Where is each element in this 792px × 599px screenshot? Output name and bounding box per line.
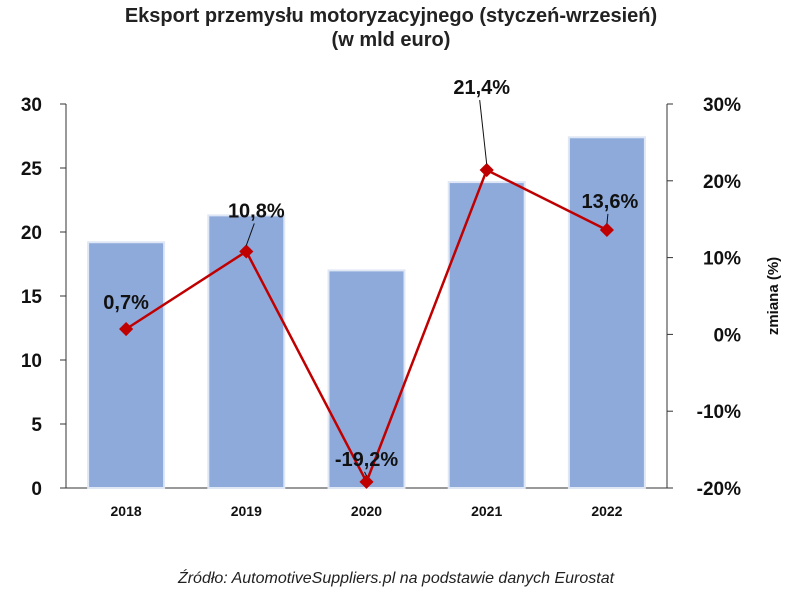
data-label-leader [479,99,488,165]
chart-subtitle: (w mld euro) [331,29,451,51]
data-label-leader [606,213,609,225]
y-left-tick-label: 20 [21,223,42,244]
y-left-tick-label: 10 [21,351,42,372]
bar-2022 [567,136,646,489]
bar-2020 [327,269,406,489]
x-tick-label: 2020 [351,503,382,519]
y-right-tick-label: 20% [703,172,741,193]
data-label-2018: 0,7% [103,292,149,314]
y-left-tick-label: 0 [31,479,42,500]
bar-2018 [87,241,166,489]
x-tick-label: 2018 [111,503,142,519]
source-note: Źródło: AutomotiveSuppliers.pl na podsta… [177,570,615,587]
y-right-tick-label: 0% [714,325,742,346]
x-tick-label: 2021 [471,503,502,519]
y-left-tick-label: 5 [31,415,42,436]
data-label-2020: -19,2% [335,449,399,471]
data-label-2019: 10,8% [228,200,285,222]
x-tick-label: 2019 [231,503,262,519]
bar-2019 [207,214,286,490]
bar-2021 [447,181,526,490]
data-label-2022: 13,6% [582,191,639,213]
change-marker-2022 [599,222,614,238]
y-left-tick-label: 25 [21,159,43,180]
y-right-axis-title: zmiana (%) [765,257,782,335]
data-label-leader [245,223,255,246]
change-marker-2018 [119,321,134,337]
x-tick-label: 2022 [591,503,622,519]
y-left-tick-label: 15 [21,287,43,308]
y-right-tick-label: 30% [703,95,741,116]
y-right-tick-label: -20% [697,479,741,500]
chart-title: Eksport przemysłu motoryzacyjnego (stycz… [124,5,658,27]
y-left-tick-label: 30 [21,95,42,116]
change-marker-2021 [479,162,494,178]
data-label-2021: 21,4% [453,77,510,99]
y-right-tick-label: -10% [697,402,741,423]
change-marker-2020 [359,474,374,489]
change-marker-2019 [239,244,254,259]
y-right-tick-label: 10% [703,249,741,270]
data-label-leader [364,471,367,477]
